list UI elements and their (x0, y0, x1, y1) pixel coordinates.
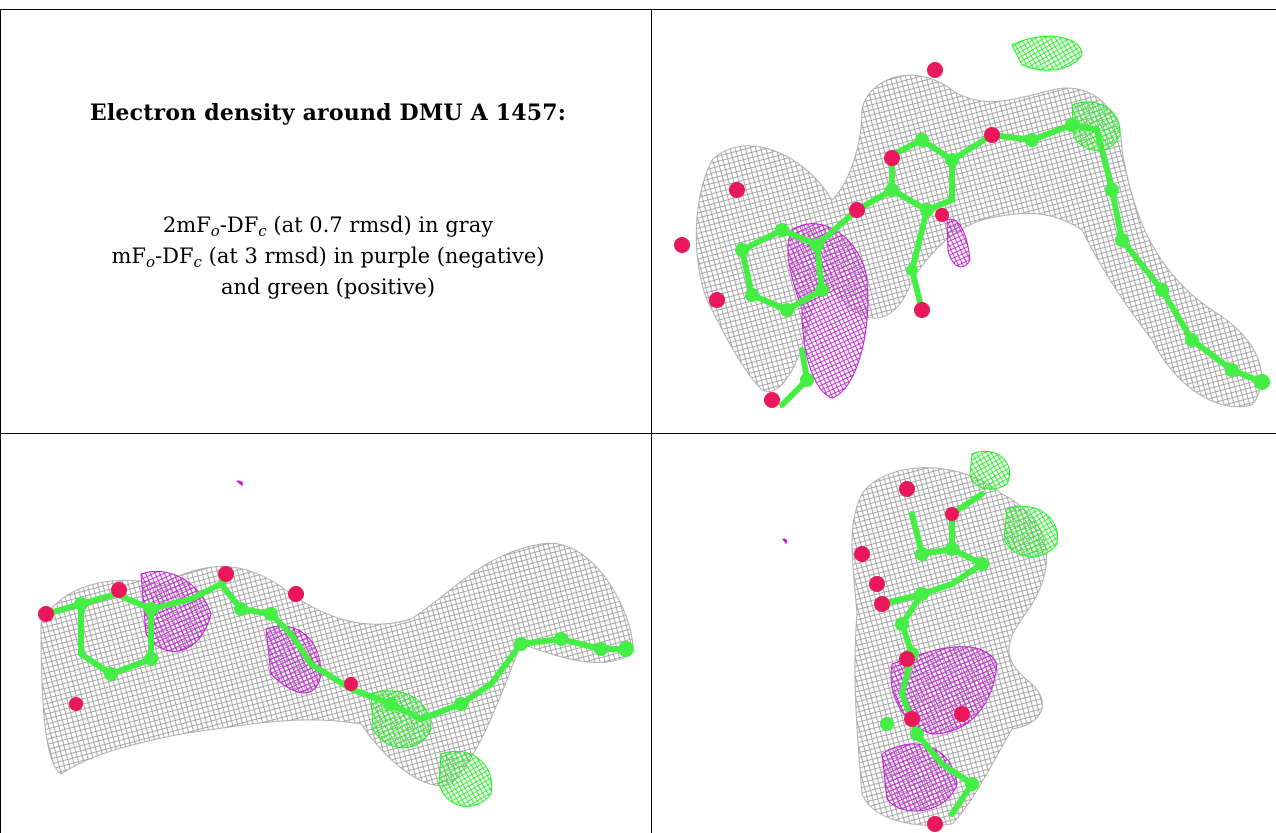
green-positive-mesh (1011, 35, 1121, 151)
ligand-atoms (38, 566, 634, 711)
table-divider-horizontal (0, 433, 1276, 434)
legend-line-purple: mFo-DFc (at 3 rmsd) in purple (negative) (111, 244, 545, 271)
purple-negative-mesh (140, 480, 322, 694)
green-positive-mesh (969, 450, 1059, 558)
caption: Electron density around DMU A 1457: 2mFo… (13, 10, 643, 433)
caption-title: Electron density around DMU A 1457: (89, 100, 567, 126)
gray-density-mesh (695, 74, 1263, 408)
table-divider-vertical (651, 9, 652, 833)
purple-negative-mesh (782, 538, 998, 812)
density-view-top-right (652, 10, 1276, 433)
table-border-top (0, 9, 1276, 10)
density-view-bottom-left (1, 434, 651, 833)
caption-cell: Electron density around DMU A 1457: 2mFo… (1, 10, 651, 433)
legend-line-gray: 2mFo-DFc (at 0.7 rmsd) in gray (162, 213, 494, 240)
ligand-atoms (854, 481, 989, 832)
gray-density-mesh (851, 467, 1047, 826)
ligand-atoms (674, 62, 1270, 408)
caption-legend: 2mFo-DFc (at 0.7 rmsd) in gray mFo-DFc (… (13, 210, 643, 303)
density-view-bottom-right (652, 434, 1276, 833)
purple-negative-mesh (787, 218, 971, 399)
table-border-left (0, 9, 1, 833)
legend-line-green: and green (positive) (220, 275, 436, 299)
